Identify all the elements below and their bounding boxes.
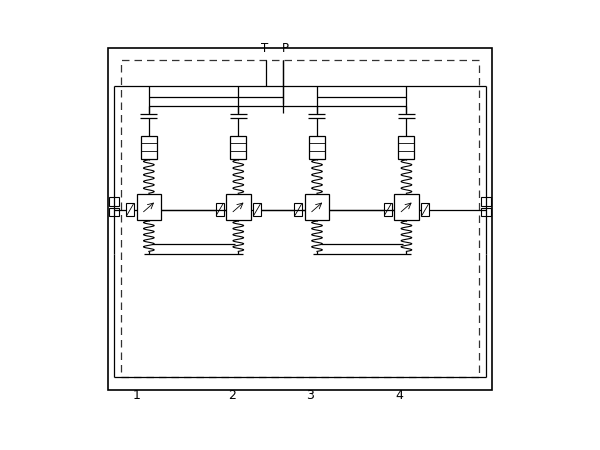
- Bar: [126, 203, 134, 216]
- Bar: [398, 135, 415, 159]
- Bar: [226, 194, 251, 220]
- Text: T: T: [260, 42, 268, 55]
- Bar: [309, 135, 325, 159]
- Bar: [253, 203, 261, 216]
- Bar: [294, 203, 302, 216]
- Bar: [394, 194, 419, 220]
- Bar: [481, 197, 491, 206]
- Text: 2: 2: [228, 389, 236, 402]
- Bar: [141, 135, 157, 159]
- Bar: [383, 203, 392, 216]
- Bar: [137, 194, 161, 220]
- Text: 4: 4: [395, 389, 403, 402]
- Bar: [107, 48, 493, 391]
- Text: 1: 1: [133, 389, 141, 402]
- Bar: [421, 203, 429, 216]
- Bar: [109, 207, 119, 216]
- Bar: [481, 207, 491, 216]
- Bar: [121, 59, 479, 377]
- Bar: [305, 194, 329, 220]
- Bar: [230, 135, 247, 159]
- Bar: [215, 203, 224, 216]
- Text: 3: 3: [306, 389, 314, 402]
- Text: P: P: [282, 42, 289, 55]
- Bar: [109, 197, 119, 206]
